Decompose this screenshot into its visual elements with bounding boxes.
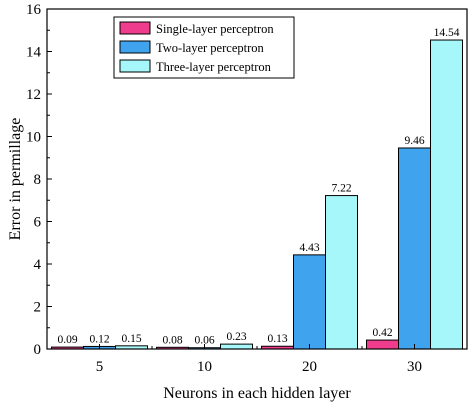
y-tick-label: 6 <box>34 215 42 231</box>
x-tick-label: 10 <box>197 359 212 375</box>
bar-3-20 <box>325 195 358 350</box>
data-label-2-5: 0.12 <box>89 333 109 345</box>
data-label-1-5: 0.09 <box>57 334 77 346</box>
y-tick-label: 2 <box>34 300 42 316</box>
bars-group: 0.09 0.08 0.13 0.42 0.12 0.06 4.43 9.46 0.15 0.23… <box>51 27 463 350</box>
legend-label-3: Three-layer perceptron <box>156 60 272 74</box>
y-axis-label: Error in permillage <box>7 118 24 241</box>
y-tick-label: 8 <box>34 172 42 188</box>
legend-label-2: Two-layer perceptron <box>156 41 265 55</box>
data-label-1-20: 0.13 <box>267 333 287 345</box>
y-tick-label: 4 <box>34 257 42 273</box>
data-label-1-10: 0.08 <box>162 334 182 346</box>
data-label-1-30: 0.42 <box>372 327 392 339</box>
data-label-2-10: 0.06 <box>194 335 214 347</box>
legend-swatch-3 <box>119 59 151 73</box>
y-tick-label: 12 <box>26 87 41 103</box>
y-tick-label: 0 <box>34 342 42 358</box>
legend: Single-layer perceptron Two-layer percept… <box>113 16 295 79</box>
data-label-3-5: 0.15 <box>121 333 141 345</box>
x-axis-label: Neurons in each hidden layer <box>163 385 351 402</box>
bar-3-30 <box>430 39 463 350</box>
bar-1-30 <box>366 339 399 350</box>
legend-swatch-2 <box>119 40 151 54</box>
data-label-2-30: 9.46 <box>404 135 424 147</box>
x-tick-label: 20 <box>302 359 317 375</box>
bar-3-10 <box>220 343 253 350</box>
data-label-3-10: 0.23 <box>226 331 246 343</box>
bar-2-30 <box>398 147 431 350</box>
x-tick-label: 30 <box>407 359 422 375</box>
y-tick-label: 14 <box>26 45 42 61</box>
x-tick-label: 5 <box>96 359 104 375</box>
data-label-3-20: 7.22 <box>331 183 351 195</box>
data-label-3-30: 14.54 <box>434 27 460 39</box>
axes-group: 0 2 4 6 8 10 12 14 16 5 10 20 30 <box>26 2 468 375</box>
y-tick-label: 10 <box>26 130 41 146</box>
bar-2-20 <box>293 254 326 350</box>
y-tick-label: 16 <box>26 2 42 18</box>
legend-label-1: Single-layer perceptron <box>156 22 274 36</box>
legend-swatch-1 <box>119 21 151 35</box>
data-label-2-20: 4.43 <box>299 242 319 254</box>
